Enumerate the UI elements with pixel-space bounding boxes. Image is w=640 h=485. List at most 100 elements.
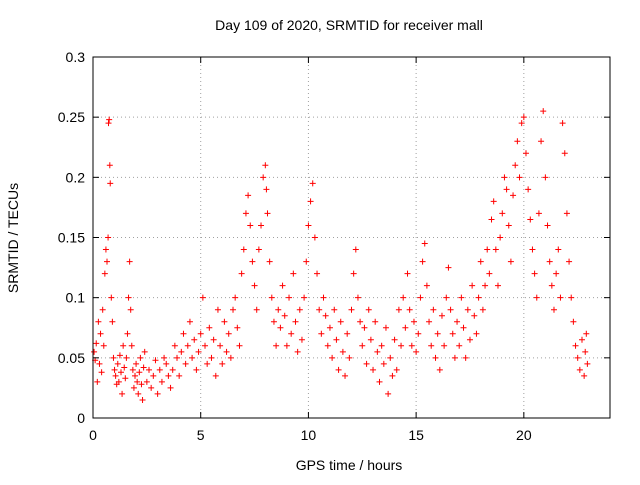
data-point — [118, 369, 125, 376]
data-point — [270, 318, 277, 325]
data-point — [167, 384, 174, 391]
data-point — [214, 306, 221, 313]
data-point — [260, 174, 267, 181]
data-point — [331, 306, 338, 313]
data-point — [119, 390, 126, 397]
data-point — [101, 270, 108, 277]
data-point — [292, 318, 299, 325]
grid — [93, 57, 610, 418]
data-point — [555, 246, 562, 253]
data-point — [125, 294, 132, 301]
data-point — [266, 258, 273, 265]
data-point — [136, 369, 143, 376]
data-point — [139, 396, 146, 403]
data-point — [574, 354, 581, 361]
data-point — [542, 174, 549, 181]
data-point — [484, 246, 491, 253]
data-point — [309, 180, 316, 187]
data-point — [290, 270, 297, 277]
data-point — [559, 120, 566, 127]
data-point — [563, 210, 570, 217]
data-point — [346, 354, 353, 361]
data-point — [529, 246, 536, 253]
data-point — [546, 258, 553, 265]
data-point — [204, 360, 211, 367]
data-point — [137, 354, 144, 361]
data-point — [581, 372, 588, 379]
data-point — [107, 180, 114, 187]
data-point — [410, 318, 417, 325]
data-point — [339, 348, 346, 355]
data-point — [268, 294, 275, 301]
data-point — [114, 360, 121, 367]
data-point — [296, 306, 303, 313]
data-point — [121, 364, 128, 371]
data-point — [333, 336, 340, 343]
data-point — [123, 354, 130, 361]
data-point — [165, 372, 172, 379]
data-point — [230, 306, 237, 313]
data-point — [316, 306, 323, 313]
data-point — [354, 294, 361, 301]
data-point — [380, 360, 387, 367]
data-point — [112, 372, 119, 379]
data-point — [415, 330, 422, 337]
data-point — [404, 270, 411, 277]
data-point — [428, 342, 435, 349]
data-point — [471, 312, 478, 319]
data-point — [98, 369, 105, 376]
data-point — [102, 246, 109, 253]
data-point — [582, 348, 589, 355]
data-point — [469, 282, 476, 289]
data-point — [251, 282, 258, 289]
data-point — [488, 216, 495, 223]
data-point — [352, 246, 359, 253]
data-point — [550, 306, 557, 313]
data-point — [171, 342, 178, 349]
data-point — [279, 282, 286, 289]
data-point — [494, 282, 501, 289]
x-tick-label: 0 — [89, 427, 97, 443]
data-point — [482, 282, 489, 289]
data-point — [438, 312, 445, 319]
data-point — [516, 174, 523, 181]
data-point — [158, 378, 165, 385]
data-point — [182, 360, 189, 367]
data-point — [398, 342, 405, 349]
data-point — [199, 294, 206, 301]
data-point — [533, 294, 540, 301]
data-point — [253, 306, 260, 313]
y-tick-label: 0.25 — [58, 109, 85, 125]
data-point — [206, 324, 213, 331]
data-point — [370, 366, 377, 373]
data-point — [262, 162, 269, 169]
data-point — [105, 234, 112, 241]
axes — [92, 56, 611, 419]
data-point — [395, 306, 402, 313]
data-point — [572, 342, 579, 349]
data-point — [514, 138, 521, 145]
data-point — [174, 354, 181, 361]
data-point — [361, 324, 368, 331]
data-point — [434, 330, 441, 337]
data-point — [324, 342, 331, 349]
data-point — [522, 150, 529, 157]
data-point — [225, 330, 232, 337]
data-point — [249, 258, 256, 265]
data-point — [393, 366, 400, 373]
data-point — [503, 186, 510, 193]
data-point — [335, 366, 342, 373]
data-point — [441, 342, 448, 349]
x-tick-label: 5 — [197, 427, 205, 443]
data-point — [210, 336, 217, 343]
data-point — [240, 246, 247, 253]
data-point — [202, 342, 209, 349]
data-point — [197, 330, 204, 337]
data-point — [473, 330, 480, 337]
data-point — [208, 354, 215, 361]
data-point — [477, 258, 484, 265]
y-tick-label: 0.2 — [66, 169, 86, 185]
data-point — [475, 294, 482, 301]
data-point — [288, 330, 295, 337]
